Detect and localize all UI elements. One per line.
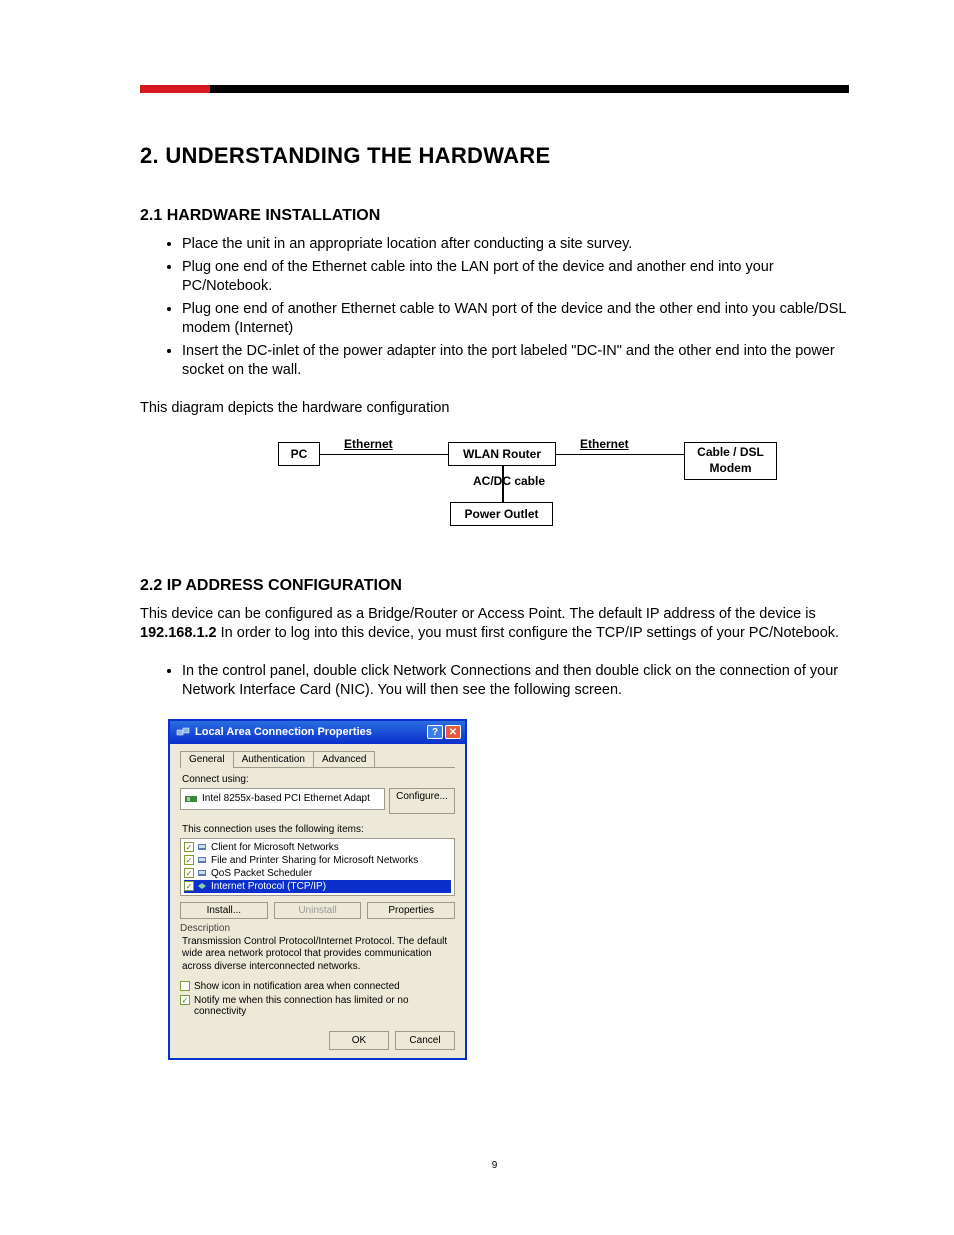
- tab-authentication[interactable]: Authentication: [233, 751, 314, 767]
- checkbox-icon[interactable]: ✓: [184, 842, 194, 852]
- dialog-title: Local Area Connection Properties: [195, 726, 372, 738]
- close-button[interactable]: ✕: [445, 725, 461, 739]
- tab-general[interactable]: General: [180, 751, 234, 768]
- connection-icon: [176, 726, 190, 738]
- adapter-field: Intel 8255x-based PCI Ethernet Adapt: [180, 788, 385, 810]
- page-number: 9: [140, 1160, 849, 1171]
- diagram-box-pc: PC: [278, 442, 320, 466]
- hardware-diagram: PC Ethernet WLAN Router Ethernet Cable /…: [140, 437, 849, 547]
- list-item[interactable]: ✓ Client for Microsoft Networks: [184, 841, 451, 854]
- connection-items-list[interactable]: ✓ Client for Microsoft Networks ✓ File a…: [180, 838, 455, 896]
- diagram-box-modem: Cable / DSL Modem: [684, 442, 777, 480]
- checkbox-icon[interactable]: ✓: [184, 881, 194, 891]
- cancel-button[interactable]: Cancel: [395, 1031, 455, 1050]
- diagram-line: [502, 466, 504, 502]
- install-step: Place the unit in an appropriate locatio…: [182, 235, 849, 255]
- checkbox-icon[interactable]: [180, 981, 190, 991]
- nic-icon: [185, 794, 197, 804]
- connection-properties-dialog: Local Area Connection Properties ? ✕ Gen…: [168, 719, 467, 1061]
- dialog-tabs: General Authentication Advanced: [180, 751, 455, 768]
- description-heading: Description: [180, 923, 230, 934]
- diagram-line: [320, 454, 448, 456]
- config-paragraph: This device can be configured as a Bridg…: [140, 605, 849, 644]
- list-item[interactable]: ✓ File and Printer Sharing for Microsoft…: [184, 854, 451, 867]
- diagram-label-ethernet: Ethernet: [580, 437, 629, 451]
- service-icon: [197, 855, 208, 865]
- section-2-1-title: 2.1 HARDWARE INSTALLATION: [140, 207, 849, 225]
- install-button[interactable]: Install...: [180, 902, 268, 919]
- checkbox-icon[interactable]: ✓: [184, 855, 194, 865]
- help-button[interactable]: ?: [427, 725, 443, 739]
- properties-button[interactable]: Properties: [367, 902, 455, 919]
- dialog-titlebar: Local Area Connection Properties ? ✕: [170, 721, 465, 744]
- connect-using-label: Connect using:: [182, 774, 455, 785]
- diagram-caption: This diagram depicts the hardware config…: [140, 399, 849, 419]
- description-text: Transmission Control Protocol/Internet P…: [180, 936, 455, 974]
- install-step: Plug one end of another Ethernet cable t…: [182, 300, 849, 339]
- uninstall-button[interactable]: Uninstall: [274, 902, 362, 919]
- service-icon: [197, 868, 208, 878]
- show-icon-option[interactable]: Show icon in notification area when conn…: [180, 981, 455, 992]
- protocol-icon: [197, 881, 208, 891]
- configure-button[interactable]: Configure...: [389, 788, 455, 814]
- chapter-title: 2. UNDERSTANDING THE HARDWARE: [140, 143, 849, 169]
- header-bar: [140, 85, 849, 93]
- section-2-2-title: 2.2 IP ADDRESS CONFIGURATION: [140, 577, 849, 595]
- diagram-label-acdc: AC/DC cable: [473, 474, 545, 488]
- items-label: This connection uses the following items…: [182, 824, 455, 835]
- install-step: Insert the DC-inlet of the power adapter…: [182, 342, 849, 381]
- list-item-selected[interactable]: ✓ Internet Protocol (TCP/IP): [184, 880, 451, 893]
- diagram-label-ethernet: Ethernet: [344, 437, 393, 451]
- default-ip: 192.168.1.2: [140, 625, 217, 641]
- tab-advanced[interactable]: Advanced: [313, 751, 375, 767]
- checkbox-icon[interactable]: ✓: [180, 995, 190, 1005]
- diagram-line: [556, 454, 684, 456]
- config-step: In the control panel, double click Netwo…: [182, 662, 849, 701]
- header-black-segment: [210, 85, 849, 93]
- checkbox-icon[interactable]: ✓: [184, 868, 194, 878]
- diagram-box-power: Power Outlet: [450, 502, 553, 526]
- client-icon: [197, 842, 208, 852]
- list-item[interactable]: ✓ QoS Packet Scheduler: [184, 867, 451, 880]
- header-red-segment: [140, 85, 210, 93]
- install-step: Plug one end of the Ethernet cable into …: [182, 258, 849, 297]
- ok-button[interactable]: OK: [329, 1031, 389, 1050]
- notify-option[interactable]: ✓ Notify me when this connection has lim…: [180, 995, 455, 1017]
- installation-steps: Place the unit in an appropriate locatio…: [140, 235, 849, 381]
- diagram-box-router: WLAN Router: [448, 442, 556, 466]
